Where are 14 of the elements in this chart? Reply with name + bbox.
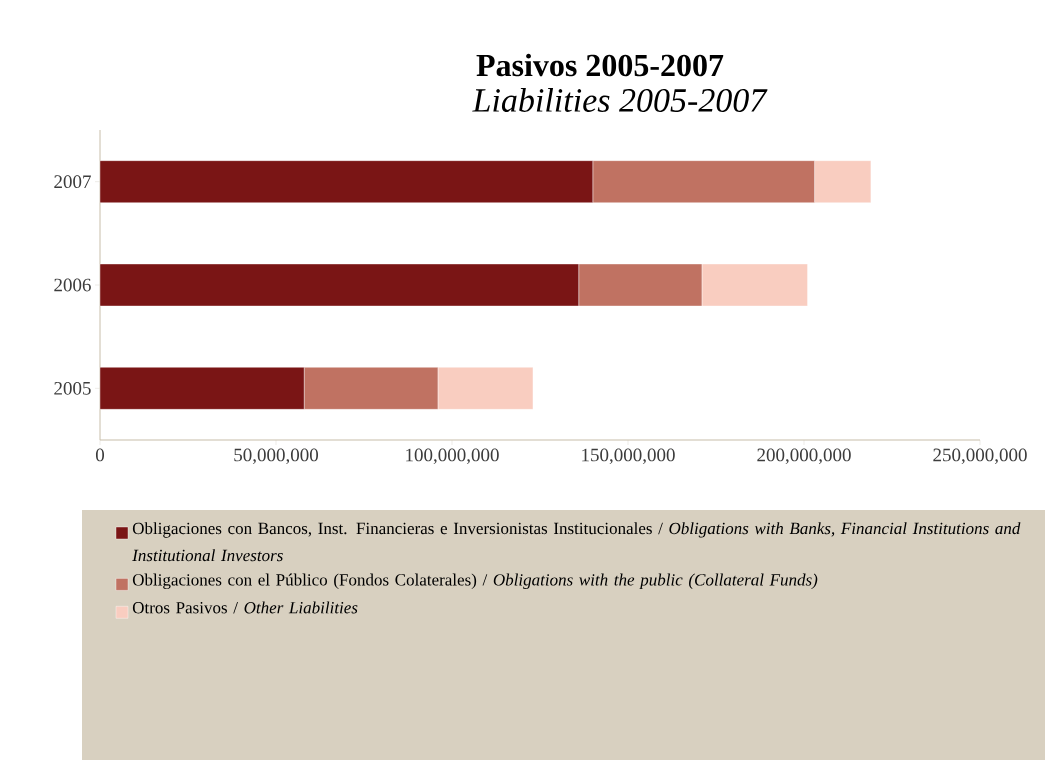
legend-label: Otros Pasivos / Other Liabilities: [132, 601, 358, 614]
chart-title: Pasivos 2005-2007: [476, 53, 724, 77]
x-tick-label: 150,000,000: [582, 448, 675, 465]
x-tick-label: 200,000,000: [757, 448, 851, 465]
y-tick-label: 2006: [54, 278, 91, 292]
chart-subtitle: Liabilities 2005-2007: [472, 88, 768, 112]
x-tick-label: 50,000,000: [234, 448, 319, 465]
y-tick-label: 2007: [54, 175, 91, 189]
x-tick-label: 0: [95, 448, 105, 462]
text: Obligaciones con Bancos, Inst. Financieras e Inversionistas Institucionales / Obligations with Banks, Financial Institutions and Institutional Investors: [132, 522, 1021, 562]
y-tick-label: 2005: [54, 381, 91, 395]
x-tick-label: 250,000,000: [933, 448, 1027, 465]
x-tick-label: 100,000,000: [406, 448, 499, 465]
legend-label: Obligaciones con el Público (Fondos Colaterales) / Obligations with the public (Collateral Funds): [132, 573, 818, 590]
